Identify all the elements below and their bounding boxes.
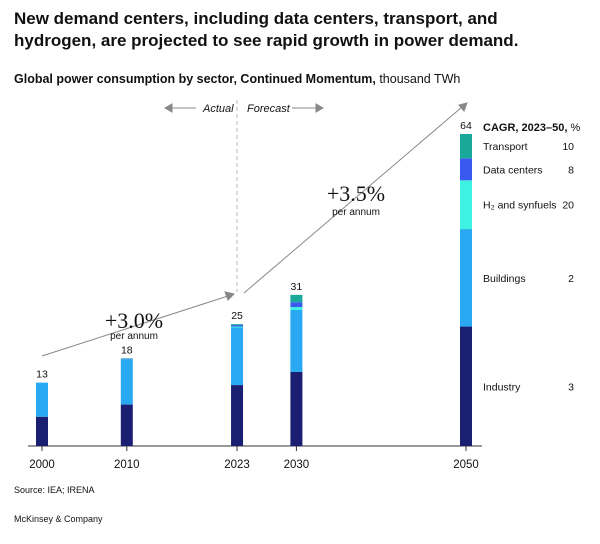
- total-label: 13: [36, 369, 48, 381]
- legend-label: Industry: [483, 381, 521, 393]
- legend-title: CAGR, 2023–50, %: [483, 122, 580, 134]
- bar-segment: [460, 229, 472, 327]
- legend-unit: %: [570, 122, 580, 134]
- source: Source: IEA; IRENA: [14, 485, 95, 495]
- subtitle-unit: thousand TWh: [379, 72, 460, 86]
- bar-segment: [121, 359, 133, 404]
- legend-cagr: 2: [568, 273, 574, 285]
- legend-label: Transport: [483, 141, 528, 153]
- x-tick-label: 2023: [224, 459, 250, 471]
- total-label: 18: [121, 344, 133, 356]
- legend-cagr: 20: [562, 200, 574, 212]
- growth-label: +3.0%: [105, 308, 163, 333]
- bar-segment: [290, 302, 302, 307]
- bar-segment: [231, 385, 243, 446]
- growth-note: per annum: [332, 207, 380, 218]
- bar-segment: [290, 310, 302, 372]
- legend-title-main: CAGR, 2023–50,: [483, 122, 567, 134]
- total-label: 25: [231, 310, 243, 322]
- bar-segment: [36, 383, 48, 417]
- bar-segment: [290, 295, 302, 302]
- legend-label: Data centers: [483, 164, 543, 176]
- x-tick-label: 2000: [29, 459, 55, 471]
- legend-cagr: 8: [568, 164, 574, 176]
- bar-segment: [231, 328, 243, 386]
- bar-segment: [231, 324, 243, 325]
- x-tick-label: 2030: [284, 459, 310, 471]
- bar-segment: [460, 134, 472, 158]
- bar-segment: [290, 372, 302, 446]
- bar-segment: [231, 325, 243, 326]
- bar-segment: [460, 158, 472, 180]
- bar-segment: [460, 327, 472, 446]
- total-label: 64: [460, 120, 472, 132]
- bar-segment: [36, 417, 48, 446]
- x-tick-label: 2050: [453, 459, 479, 471]
- subtitle: Global power consumption by sector, Cont…: [14, 72, 460, 86]
- bar-segment: [231, 327, 243, 328]
- subtitle-main: Global power consumption by sector, Cont…: [14, 72, 376, 86]
- forecast-label: Forecast: [247, 103, 291, 115]
- footer: McKinsey & Company: [14, 514, 103, 524]
- legend-label: H₂ and synfuels: [483, 200, 557, 212]
- legend-label: Buildings: [483, 273, 526, 285]
- total-label: 31: [291, 281, 303, 293]
- chart-title: New demand centers, including data cente…: [14, 8, 584, 52]
- legend-cagr: 10: [562, 141, 574, 153]
- x-tick-label: 2010: [114, 459, 140, 471]
- bar-segment: [290, 307, 302, 310]
- actual-label: Actual: [202, 103, 234, 115]
- growth-note: per annum: [110, 331, 158, 342]
- legend-cagr: 3: [568, 381, 574, 393]
- title-box: New demand centers, including data cente…: [14, 8, 584, 58]
- growth-label: +3.5%: [327, 181, 385, 206]
- bar-segment: [121, 405, 133, 446]
- bar-segment: [460, 180, 472, 229]
